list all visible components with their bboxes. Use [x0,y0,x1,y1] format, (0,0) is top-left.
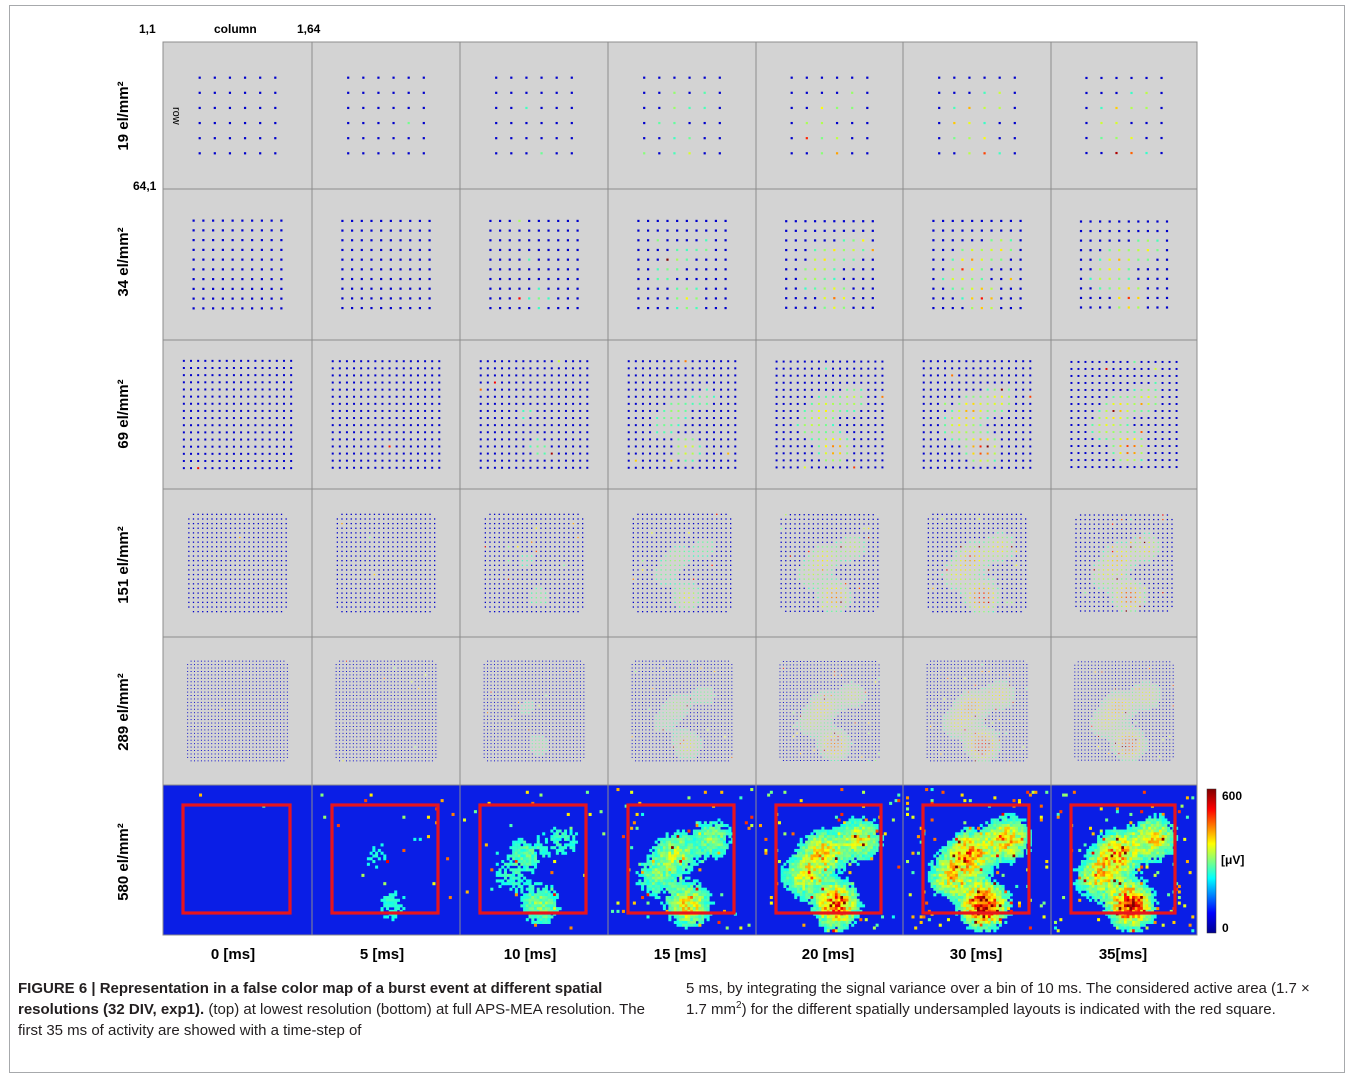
colorbar-min-label: 0 [1222,921,1229,935]
panel-r5-c2 [311,636,461,786]
density-label-69: 69 el/mm² [115,379,132,449]
panel-r1-c3 [459,41,609,190]
panel-r5-c3 [459,636,609,786]
panel-r3-c7 [1050,339,1198,490]
colorbar [1206,788,1217,934]
active-area-square [330,803,440,915]
figure-frame [9,5,1345,1073]
colorbar-max-label: 600 [1222,789,1243,803]
panel-r5-c6 [902,636,1052,786]
panel-r6-c5 [755,784,904,936]
panel-r1-c5 [755,41,904,190]
panel-r6-c4 [607,784,757,936]
time-label-0: 0 [ms] [210,946,256,963]
colorbar-unit-label: [μV] [1221,853,1245,867]
panel-r2-c3 [459,188,609,341]
burst-map-grid [162,41,1217,936]
panel-r1-c2 [311,41,461,190]
density-label-151: 151 el/mm² [115,526,132,604]
panels-layer [162,41,1198,936]
panel-r2-c5 [755,188,904,341]
panel-r3-c1 [162,339,313,490]
panel-r2-c6 [902,188,1052,341]
panel-r1-c6 [902,41,1052,190]
corner-label-1-64: 1,64 [297,22,321,36]
panel-r4-c3 [459,488,609,638]
row-axis-label: row [170,107,182,125]
panel-r2-c7 [1050,188,1198,341]
caption-body-right: 5 ms, by integrating the signal variance… [686,980,1310,1018]
panel-r5-c4 [607,636,757,786]
panel-r6-c6 [902,784,1052,936]
caption-superscript: 2 [736,1000,742,1011]
panel-r5-c5 [755,636,904,786]
panel-r4-c5 [755,488,904,638]
active-area-square [478,803,588,915]
caption-body-end: ) for the different spatially undersampl… [741,1001,1276,1018]
caption-title: FIGURE 6 | Representation in a false col… [18,980,603,1018]
panel-r6-c3 [459,784,609,936]
panel-r3-c4 [607,339,757,490]
panel-r1-c4 [607,41,757,190]
panel-r1-c1 [162,41,313,190]
corner-label-64-1: 64,1 [133,179,157,193]
density-label-19: 19 el/mm² [115,81,132,151]
panel-r2-c1 [162,188,313,341]
time-label-10: 10 [ms] [503,946,557,963]
figure-caption: FIGURE 6 | Representation in a false col… [18,978,1328,1041]
panel-r4-c1 [162,488,313,638]
panel-r6-c2 [311,784,461,936]
panel-r4-c7 [1050,488,1198,638]
panel-r1-c7 [1050,41,1198,190]
panel-r6-c1 [162,784,313,936]
density-label-34: 34 el/mm² [115,227,132,297]
panel-r4-c4 [607,488,757,638]
panel-r3-c6 [902,339,1052,490]
active-area-square [181,803,292,915]
panel-r5-c7 [1050,636,1198,786]
panel-r4-c6 [902,488,1052,638]
time-label-5: 5 [ms] [359,946,405,963]
time-label-35: 35[ms] [1098,946,1148,963]
caption-column-left: FIGURE 6 | Representation in a false col… [18,978,660,1041]
panel-r3-c5 [755,339,904,490]
panel-r3-c2 [311,339,461,490]
time-label-15: 15 [ms] [653,946,707,963]
panel-r2-c2 [311,188,461,341]
panel-r2-c4 [607,188,757,341]
caption-column-right: 5 ms, by integrating the signal variance… [686,978,1328,1041]
column-axis-label: column [214,22,257,36]
panel-r3-c3 [459,339,609,490]
time-label-30: 30 [ms] [949,946,1003,963]
active-area-square [774,803,883,915]
panel-r6-c7 [1050,784,1198,936]
active-area-square [626,803,736,915]
time-label-20: 20 [ms] [801,946,855,963]
density-label-580: 580 el/mm² [115,823,132,901]
caption-body-left: (top) at lowest resolution (bottom) at f… [18,1001,645,1039]
panel-r5-c1 [162,636,313,786]
density-label-289: 289 el/mm² [115,673,132,751]
active-area-square [1069,803,1177,915]
panel-r4-c2 [311,488,461,638]
active-area-square [921,803,1031,915]
corner-label-1-1: 1,1 [139,22,156,36]
